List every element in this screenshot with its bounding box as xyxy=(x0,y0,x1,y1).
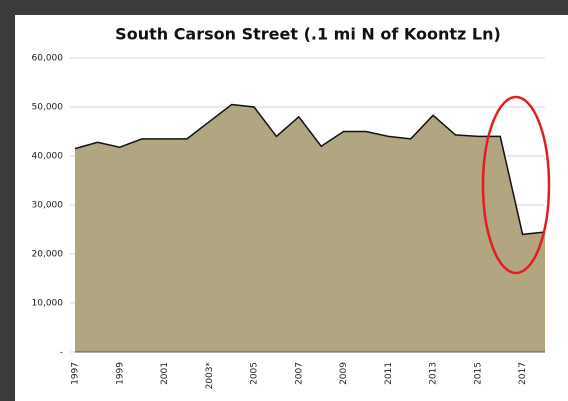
x-tick-label: 2013 xyxy=(429,362,439,385)
plot-area: - 10,000 20,000 30,000 40,000 50,000 60,000 199… xyxy=(32,54,546,390)
chart-title: South Carson Street (.1 mi N of Koontz L… xyxy=(115,25,501,44)
x-tick-label: 2007 xyxy=(294,362,304,385)
x-tick-label: 2017 xyxy=(518,362,528,385)
y-tick-label: 20,000 xyxy=(32,250,64,260)
x-tick-label: 2001 xyxy=(160,362,170,385)
x-tick-label: 1999 xyxy=(115,362,125,385)
x-tick-label: 2015 xyxy=(473,362,483,385)
y-tick-label: 50,000 xyxy=(32,103,64,113)
highlight-ellipse xyxy=(481,95,551,275)
x-tick-label: 2011 xyxy=(384,362,394,385)
x-tick-label: 2009 xyxy=(339,362,349,385)
x-tick-label: 1997 xyxy=(71,362,81,385)
area xyxy=(75,104,545,352)
x-tick-label: 2003* xyxy=(205,362,215,390)
y-tick-label: 60,000 xyxy=(32,54,64,64)
x-tick-label: 2005 xyxy=(250,362,260,385)
y-tick-label: 30,000 xyxy=(32,201,64,211)
area-line xyxy=(74,103,546,236)
y-tick-label: 10,000 xyxy=(32,299,64,309)
y-tick-label: 40,000 xyxy=(32,152,64,162)
y-tick-label: - xyxy=(60,348,63,358)
